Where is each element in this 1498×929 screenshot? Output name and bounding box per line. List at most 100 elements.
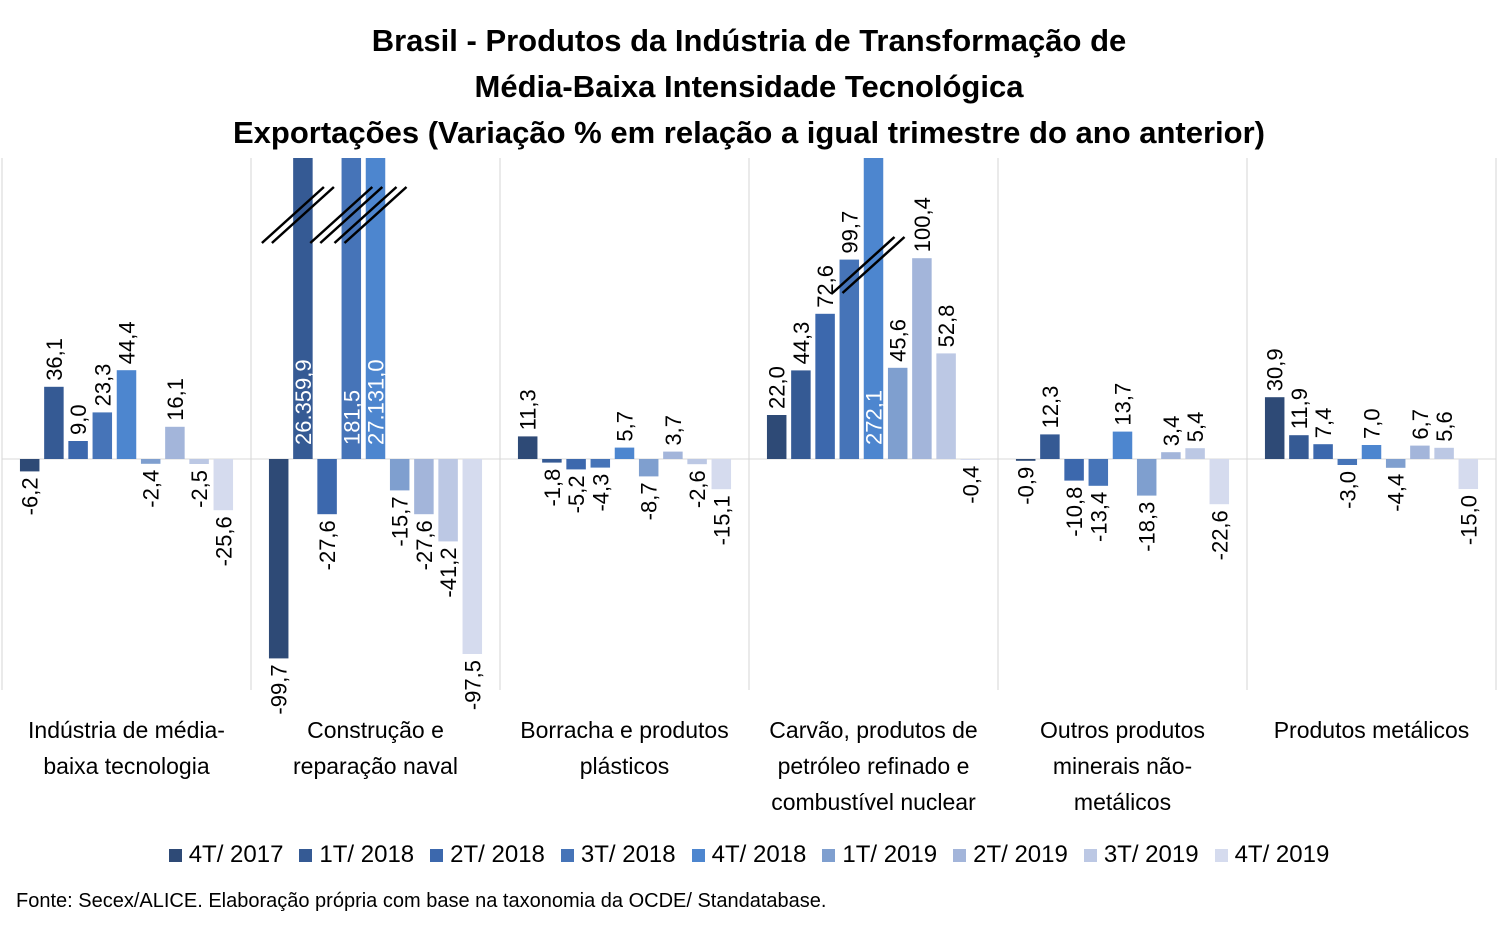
data-label: 9,0 <box>66 404 91 435</box>
legend-item: 1T/ 2019 <box>822 841 937 869</box>
bar <box>912 258 932 459</box>
axis-break-mark <box>333 186 398 244</box>
legend-item: 2T/ 2018 <box>430 841 545 869</box>
data-label: 7,0 <box>1360 408 1385 439</box>
bar <box>566 459 586 470</box>
legend-swatch <box>822 848 836 862</box>
bar <box>365 158 386 459</box>
data-label: -1,8 <box>540 469 565 507</box>
bar <box>839 259 860 459</box>
legend-label: 4T/ 2017 <box>188 840 284 868</box>
category-label: Carvão, produtos de <box>769 717 977 743</box>
legend-item: 1T/ 2018 <box>299 841 414 869</box>
legend-swatch <box>299 848 313 862</box>
data-label: 5,4 <box>1183 412 1208 443</box>
data-label: -25,6 <box>211 516 236 566</box>
legend-item: 3T/ 2018 <box>560 840 676 869</box>
legend-item: 4T/ 2018 <box>691 840 807 869</box>
data-label: -6,2 <box>18 477 43 515</box>
source-note: Fonte: Secex/ALICE. Elaboração própria c… <box>16 890 827 912</box>
data-label: -99,7 <box>267 664 292 714</box>
axis-break-mark <box>831 236 896 294</box>
data-label: 5,7 <box>613 411 638 442</box>
data-label: 100,4 <box>910 197 935 252</box>
legend-label: 4T/ 2019 <box>1234 840 1330 868</box>
legend-item: 4T/ 2017 <box>168 840 284 869</box>
legend-label: 3T/ 2018 <box>580 840 676 868</box>
data-label: 181,5 <box>339 390 364 445</box>
data-label: 44,3 <box>789 322 814 365</box>
bar <box>1385 459 1406 468</box>
legend-label: 4T/ 2018 <box>711 840 807 868</box>
bar <box>638 459 659 477</box>
data-label: 6,7 <box>1408 409 1433 440</box>
data-label: -2,5 <box>187 470 212 508</box>
data-label: 26.359,9 <box>291 359 316 445</box>
data-label: -15,0 <box>1456 495 1481 545</box>
bar <box>1458 459 1479 489</box>
data-label: 23,3 <box>90 364 115 407</box>
axis-break-mark <box>841 236 906 294</box>
bar <box>1209 459 1230 505</box>
bar <box>1040 434 1060 459</box>
data-label: -15,7 <box>388 496 413 546</box>
data-label: 7,4 <box>1311 408 1336 439</box>
data-label: -10,8 <box>1062 487 1087 537</box>
data-label: 22,0 <box>765 366 790 409</box>
legend-label: 2T/ 2018 <box>450 840 545 868</box>
data-label: -97,5 <box>460 660 485 710</box>
data-label: 13,7 <box>1111 383 1136 426</box>
legend-swatch <box>1083 848 1097 862</box>
data-label: -15,1 <box>709 495 734 545</box>
bar <box>1015 459 1036 461</box>
category-label: baixa tecnologia <box>43 753 209 779</box>
bar <box>68 441 88 459</box>
bar <box>1112 431 1133 459</box>
legend-item: 2T/ 2019 <box>953 841 1068 869</box>
data-label: -4,3 <box>588 474 613 512</box>
bar <box>1361 445 1382 459</box>
data-label: 3,4 <box>1159 416 1184 447</box>
category-label: minerais não- <box>1053 753 1192 779</box>
bar <box>92 412 113 459</box>
data-label: -0,4 <box>958 466 983 504</box>
axis-break-mark <box>343 186 408 244</box>
data-label: -0,9 <box>1014 467 1039 505</box>
title-line-1: Brasil - Produtos da Indústria de Transf… <box>371 23 1127 58</box>
legend-label: 1T/ 2019 <box>842 840 938 868</box>
category-label: plásticos <box>580 753 669 779</box>
bar <box>1289 435 1309 459</box>
category-label: Outros produtos <box>1040 717 1205 743</box>
bar <box>711 459 732 490</box>
bar <box>140 459 161 464</box>
bar <box>863 158 884 459</box>
bar <box>116 370 137 459</box>
data-label: 44,4 <box>115 321 140 364</box>
bar <box>414 459 434 515</box>
legend-swatch <box>1214 848 1228 862</box>
data-label: 5,6 <box>1432 411 1457 442</box>
bar <box>542 459 562 463</box>
bar <box>687 459 707 465</box>
bar <box>614 447 635 459</box>
chart-title: Brasil - Produtos da Indústria de Transf… <box>0 18 1498 156</box>
data-label: -13,4 <box>1086 492 1111 542</box>
bar <box>1337 459 1358 465</box>
bar <box>268 459 289 659</box>
bar <box>1185 448 1205 459</box>
category-label: combustível nuclear <box>771 789 976 815</box>
bar <box>1136 459 1157 496</box>
legend-swatch <box>430 848 444 862</box>
bar <box>1064 459 1084 481</box>
data-label: 27.131,0 <box>364 359 389 445</box>
legend-swatch <box>691 848 705 862</box>
title-line-2: Média-Baixa Intensidade Tecnológica <box>474 69 1024 104</box>
data-label: 52,8 <box>934 305 959 348</box>
category-label: Borracha e produtos <box>520 717 728 743</box>
bar <box>213 459 234 511</box>
data-label: -27,6 <box>412 520 437 570</box>
data-label: 272,1 <box>862 390 887 445</box>
bar <box>517 436 538 459</box>
legend-item: 4T/ 2019 <box>1214 840 1330 869</box>
category-label: petróleo refinado e <box>778 753 970 779</box>
